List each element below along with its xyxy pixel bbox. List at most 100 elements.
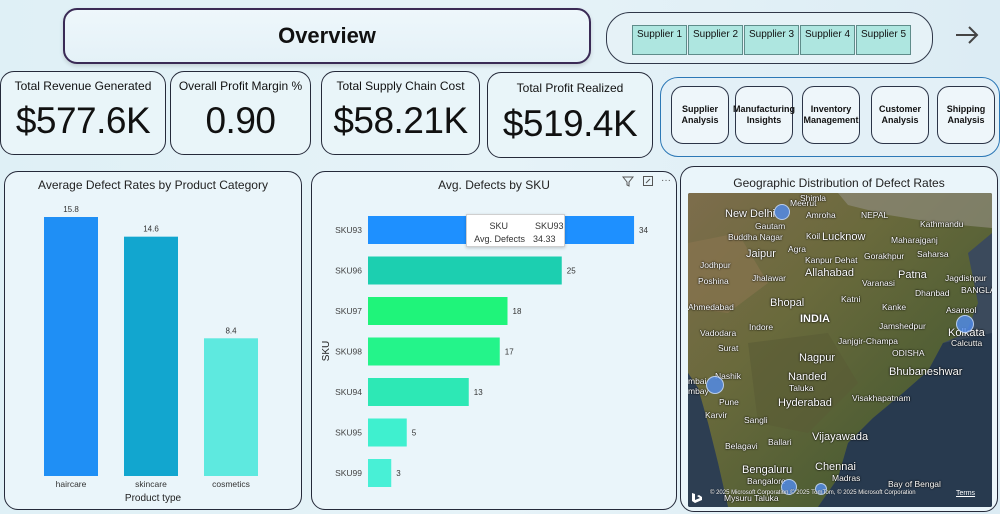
map-terms-link[interactable]: Terms <box>956 490 976 497</box>
map-place-label: Patna <box>898 269 927 281</box>
y-tick-label: SKU96 <box>335 266 362 276</box>
kpi-label: Total Supply Chain Cost <box>336 79 465 93</box>
map-place-label: Saharsa <box>917 249 949 259</box>
map-place-label: Agra <box>788 244 806 254</box>
map-place-label: Asansol <box>946 305 977 315</box>
tooltip-value: 34.33 <box>533 234 556 244</box>
map-place-label: Dhanbad <box>915 288 950 298</box>
supplier-3-button[interactable]: Supplier 3 <box>744 25 799 55</box>
bar-skincare[interactable] <box>124 236 178 476</box>
map-place-label: Madras <box>832 473 861 483</box>
map-place-label: Poshina <box>698 276 729 286</box>
nav-supplier-analysis-button[interactable]: Supplier Analysis <box>671 86 729 144</box>
kpi-label: Total Revenue Generated <box>14 79 152 93</box>
kpi-total-revenue: Total Revenue Generated $577.6K <box>0 71 166 155</box>
map-place-label: Kathmandu <box>920 219 964 229</box>
map-place-label: Bhopal <box>770 297 805 309</box>
bar-value-label: 8.4 <box>225 326 237 335</box>
map-place-label: Jamshedpur <box>879 321 926 331</box>
bar-SKU98[interactable] <box>368 337 500 366</box>
map-place-label: Vadodara <box>700 328 737 338</box>
arrow-right-icon[interactable] <box>950 18 984 52</box>
satellite-map[interactable]: Meerut Shimla New Delhi Amroha NEPAL Kathmand… <box>688 193 992 507</box>
map-place-label: Katni <box>841 294 861 304</box>
filter-icon[interactable] <box>621 175 635 187</box>
supplier-2-button[interactable]: Supplier 2 <box>688 25 743 55</box>
bar-SKU96[interactable] <box>368 256 562 285</box>
map-place-label: Vijayawada <box>812 431 869 443</box>
page-title-box: Overview <box>63 8 591 64</box>
nav-inventory-management-button[interactable]: Inventory Management <box>802 86 860 144</box>
map-place-label: Sangli <box>744 415 768 425</box>
y-tick-label: SKU98 <box>335 347 362 357</box>
focus-mode-icon[interactable] <box>641 175 655 187</box>
map-place-label: Mysuru Taluka <box>724 493 779 503</box>
map-bubble[interactable] <box>774 204 790 220</box>
map-place-label: Bay of Bengal <box>888 479 941 489</box>
map-place-label: Allahabad <box>805 267 854 279</box>
bar-SKU97[interactable] <box>368 297 508 325</box>
map-place-label: Indore <box>749 322 774 332</box>
map-place-label: Surat <box>718 343 739 353</box>
bar-value-label: 5 <box>412 429 417 438</box>
bar-value-label: 14.6 <box>143 225 159 234</box>
supplier-5-button[interactable]: Supplier 5 <box>856 25 911 55</box>
bar-haircare[interactable] <box>44 217 98 476</box>
supplier-4-button[interactable]: Supplier 4 <box>800 25 855 55</box>
map-place-label: Meerut <box>790 198 817 208</box>
map-place-label: Chennai <box>815 461 856 473</box>
nav-shipping-analysis-button[interactable]: Shipping Analysis <box>937 86 995 144</box>
map-place-label: Bangalore <box>747 476 786 486</box>
nav-customer-analysis-button[interactable]: Customer Analysis <box>871 86 929 144</box>
map-place-label: Koil <box>806 231 821 241</box>
map-place-label: mbay <box>688 386 709 396</box>
bar-SKU94[interactable] <box>368 378 469 406</box>
map-place-label: Taluka <box>789 383 814 393</box>
map-place-label: Karvir <box>705 410 728 420</box>
map-place-label: Lucknow <box>822 231 866 243</box>
x-tick-label: skincare <box>135 479 167 489</box>
map-place-label: Gautam <box>755 221 786 231</box>
bar-value-label: 17 <box>505 348 514 357</box>
map-place-label: INDIA <box>800 313 830 325</box>
tooltip-key: SKU <box>489 221 508 231</box>
y-tick-label: SKU94 <box>335 387 362 397</box>
kpi-value: $58.21K <box>333 100 468 141</box>
map-place-label: Pune <box>719 397 739 407</box>
map-place-label: Kolkata <box>948 327 985 339</box>
map-bubble[interactable] <box>956 315 974 333</box>
map-place-label: Nanded <box>788 371 827 383</box>
map-bubble[interactable] <box>781 479 797 495</box>
bar-value-label: 3 <box>396 469 401 478</box>
kpi-label: Total Profit Realized <box>516 81 624 95</box>
map-place-label: Gorakhpur <box>864 251 905 261</box>
map-place-label: Jodhpur <box>700 260 731 270</box>
map-place-label: Maharajganj <box>891 235 938 245</box>
kpi-value: 0.90 <box>205 100 276 141</box>
kpi-total-profit: Total Profit Realized $519.4K <box>487 72 653 158</box>
bar-value-label: 13 <box>474 388 483 397</box>
kpi-profit-margin: Overall Profit Margin % 0.90 <box>170 71 311 155</box>
map-place-label: Bengaluru <box>742 464 793 476</box>
x-tick-label: cosmetics <box>212 479 250 489</box>
nav-manufacturing-insights-button[interactable]: Manufacturing Insights <box>733 86 795 144</box>
bar-cosmetics[interactable] <box>204 338 258 476</box>
map-place-label: Jhalawar <box>752 273 787 283</box>
kpi-value: $577.6K <box>15 100 151 141</box>
more-options-icon[interactable]: ··· <box>661 175 671 186</box>
map-bubble[interactable] <box>706 376 724 394</box>
bar-value-label: 15.8 <box>63 205 79 214</box>
map-place-label: New Delhi <box>725 208 776 220</box>
map-place-label: Kanke <box>882 302 907 312</box>
map-bubble[interactable] <box>815 483 827 495</box>
page-title: Overview <box>278 23 376 48</box>
map-place-label: Nagpur <box>799 352 836 364</box>
y-tick-label: SKU93 <box>335 225 362 235</box>
map-place-label: Visakhapatnam <box>852 393 911 403</box>
kpi-value: $519.4K <box>502 103 638 144</box>
bar-SKU99[interactable] <box>368 459 392 487</box>
bar-SKU95[interactable] <box>368 418 407 447</box>
supplier-1-button[interactable]: Supplier 1 <box>632 25 687 55</box>
map-place-label: Amroha <box>806 210 836 220</box>
